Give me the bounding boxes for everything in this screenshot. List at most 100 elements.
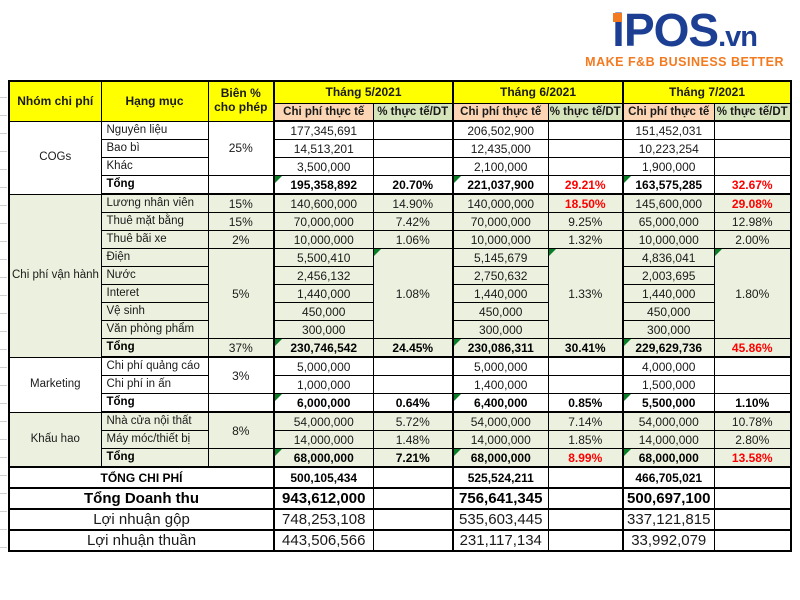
table-row: Máy móc/thiết bị 14,000,000 1.48% 14,000,00… bbox=[9, 430, 792, 449]
table-body: COGs Nguyên liệu 25% 177,345,691 206,502,900… bbox=[8, 120, 792, 552]
percent-cell bbox=[547, 529, 624, 552]
cell-text: 5,500,000 bbox=[642, 395, 696, 410]
margin-percent-cell: 5% bbox=[207, 248, 275, 339]
amount-cell: 748,253,108 bbox=[273, 508, 374, 531]
amount-cell: 500,105,434 bbox=[273, 466, 374, 489]
cell-text: 13.58% bbox=[731, 450, 773, 465]
margin-percent-cell: 37% bbox=[207, 338, 275, 358]
amount-cell: 5,500,410 bbox=[273, 248, 374, 267]
item-label-cell: Tổng bbox=[100, 448, 209, 468]
cell-text: 29.08% bbox=[731, 196, 773, 211]
amount-cell: 2,750,632 bbox=[452, 266, 549, 285]
cell-text: 9.25% bbox=[568, 214, 603, 229]
percent-cell: 20.70% bbox=[372, 175, 454, 195]
cell-text: 300,000 bbox=[647, 322, 691, 337]
group-name-cell: Chi phí vận hành bbox=[8, 193, 102, 358]
table-row: Tổng 68,000,000 7.21% 68,000,000 8.99% 68,000… bbox=[9, 448, 792, 468]
cell-text: Văn phòng phẩm bbox=[106, 322, 195, 335]
formula-warning-triangle-icon bbox=[374, 249, 381, 256]
cell-text: 4,836,041 bbox=[642, 250, 696, 265]
amount-cell: 2,100,000 bbox=[452, 157, 549, 176]
amount-cell: 140,000,000 bbox=[452, 193, 549, 213]
percent-cell bbox=[372, 356, 454, 376]
cell-text: 140,000,000 bbox=[467, 196, 535, 211]
percent-cell bbox=[713, 466, 792, 489]
formula-warning-triangle-icon bbox=[455, 394, 461, 401]
cell-text: 24.45% bbox=[392, 340, 434, 355]
subheader-pct-revenue-june: % thực tế/DT bbox=[547, 102, 624, 122]
percent-cell bbox=[547, 375, 624, 394]
item-label-cell: Nhà cửa nội thất bbox=[100, 411, 209, 431]
table-row: Lợi nhuận thuần 443,506,566 231,117,134 33,… bbox=[8, 529, 792, 552]
percent-cell bbox=[713, 508, 792, 531]
cell-text: 20.70% bbox=[392, 177, 434, 192]
amount-cell: 500,697,100 bbox=[622, 487, 715, 510]
table-row: Vệ sinh 450,000 450,000 450,000 bbox=[9, 302, 791, 321]
cell-text: 450,000 bbox=[479, 304, 523, 319]
cell-text: 450,000 bbox=[647, 304, 691, 319]
percent-cell: 1.06% bbox=[372, 230, 454, 249]
percent-cell bbox=[547, 466, 624, 489]
amount-cell: 2,456,132 bbox=[273, 266, 374, 285]
item-label-cell: Vệ sinh bbox=[100, 302, 209, 321]
header-month-june: Tháng 6/2021 bbox=[452, 80, 624, 104]
cell-text: Tổng bbox=[106, 340, 135, 353]
amount-cell: 10,000,000 bbox=[452, 230, 549, 249]
cell-text: 14,000,000 bbox=[638, 432, 699, 447]
cell-text: 1.85% bbox=[568, 432, 603, 447]
formula-warning-triangle-icon bbox=[276, 449, 282, 456]
amount-cell: 68,000,000 bbox=[452, 448, 549, 468]
cell-text: Lương nhân viên bbox=[106, 196, 195, 209]
formula-warning-triangle-icon bbox=[455, 339, 461, 346]
percent-cell: 7.21% bbox=[372, 448, 454, 468]
formula-warning-triangle-icon bbox=[625, 339, 631, 346]
percent-cell bbox=[372, 375, 454, 394]
cell-text: 5,000,000 bbox=[297, 359, 351, 374]
cell-text: 1.33% bbox=[568, 286, 603, 301]
brand-tagline: MAKE F&B BUSINESS BETTER bbox=[585, 55, 784, 70]
table-row: Chi phí vận hành Lương nhân viên 15% 140,60… bbox=[8, 193, 792, 358]
amount-cell: 229,629,736 bbox=[622, 338, 715, 358]
item-label-cell: Lương nhân viên bbox=[100, 193, 209, 213]
percent-cell: 1.85% bbox=[547, 430, 624, 449]
table-row: Khấu hao Nhà cửa nội thất 8% 54,000,000 5.72… bbox=[8, 411, 792, 468]
cell-text: 12,435,000 bbox=[470, 141, 531, 156]
group-name-cell: COGs bbox=[8, 120, 102, 195]
cell-text: 14,513,201 bbox=[293, 141, 354, 156]
amount-cell: 4,000,000 bbox=[622, 356, 715, 376]
amount-cell: 14,000,000 bbox=[452, 430, 549, 449]
amount-cell: 337,121,815 bbox=[622, 508, 715, 531]
percent-cell bbox=[547, 139, 624, 158]
margin-percent-cell: 8% bbox=[207, 411, 275, 449]
cell-text: 5,500,410 bbox=[297, 250, 351, 265]
amount-cell: 68,000,000 bbox=[273, 448, 374, 468]
formula-warning-triangle-icon bbox=[625, 394, 631, 401]
cell-text: 2,456,132 bbox=[297, 268, 351, 283]
cell-text: Chi phí in ấn bbox=[106, 377, 172, 390]
cell-text: 2,003,695 bbox=[642, 268, 696, 283]
cell-text: COGs bbox=[39, 150, 72, 163]
table-row: Marketing Chi phí quảng cáo 3% 5,000,000 5,0… bbox=[8, 356, 792, 413]
cell-text: 8.99% bbox=[568, 450, 603, 465]
cell-text: 10,000,000 bbox=[293, 232, 354, 247]
percent-cell: 29.08% bbox=[713, 193, 792, 213]
item-label-cell: Máy móc/thiết bị bbox=[100, 430, 209, 449]
cell-text: 2,100,000 bbox=[474, 159, 528, 174]
cell-text: 14,000,000 bbox=[470, 432, 531, 447]
cell-text: 300,000 bbox=[302, 322, 346, 337]
cell-text: 10.78% bbox=[731, 414, 773, 429]
item-label-cell: Tổng bbox=[100, 175, 209, 195]
amount-cell: 300,000 bbox=[273, 320, 374, 339]
amount-cell: 1,000,000 bbox=[273, 375, 374, 394]
cell-text: 525,524,211 bbox=[467, 470, 534, 485]
amount-cell: 14,000,000 bbox=[622, 430, 715, 449]
summary-label-cell: Lợi nhuận gộp bbox=[8, 508, 275, 531]
amount-cell: 230,086,311 bbox=[452, 338, 549, 358]
cell-text: Khấu hao bbox=[30, 432, 80, 445]
item-label-cell: Điện bbox=[100, 248, 209, 267]
amount-cell: 5,000,000 bbox=[273, 356, 374, 376]
item-label-cell: Chi phí quảng cáo bbox=[100, 356, 209, 376]
margin-percent-cell: 3% bbox=[207, 356, 275, 394]
cell-text: Chi phí quảng cáo bbox=[106, 359, 200, 372]
cell-text: 337,121,815 bbox=[627, 511, 711, 528]
